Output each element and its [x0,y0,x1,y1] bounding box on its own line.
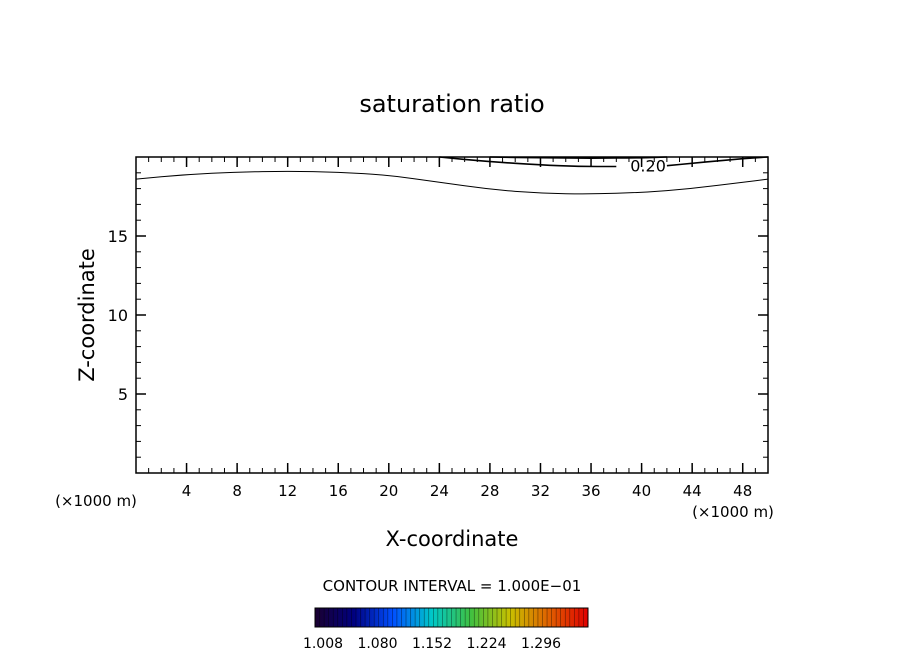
y-tick-label: 5 [118,385,128,404]
x-tick-label: 4 [182,482,192,500]
x-axis-label: X-coordinate [386,527,519,551]
x-unit-right: (×1000 m) [692,503,774,521]
major-ticks [136,157,768,473]
y-tick-label: 10 [108,306,128,325]
x-tick-label: 24 [430,482,449,500]
contour-line [489,156,667,159]
y-axis-label: Z-coordinate [75,248,99,382]
x-tick-label: 48 [733,482,752,500]
x-tick-label: 20 [379,482,398,500]
minor-ticks [136,157,768,473]
x-tick-label: 16 [329,482,348,500]
x-tick-label: 36 [581,482,600,500]
colorbar-label: 1.008 [303,636,343,652]
x-tick-label: 32 [531,482,550,500]
x-tick-label: 8 [232,482,242,500]
colorbar-label: 1.080 [357,636,397,652]
colorbar-label: 1.224 [466,636,506,652]
x-tick-label: 40 [632,482,651,500]
y-tick-label: 15 [108,227,128,246]
contour-interval-text: CONTOUR INTERVAL = 1.000E−01 [323,577,582,595]
contour-lines: 0.20 [135,156,769,195]
contour-line [135,170,769,195]
x-unit-left: (×1000 m) [55,492,137,510]
colorbar-labels: 1.008 1.080 1.152 1.224 1.296 [303,636,561,652]
x-tick-label: 44 [683,482,702,500]
colorbar-stripes [319,608,584,627]
contour-line [666,156,769,167]
colorbar: 1.008 1.080 1.152 1.224 1.296 [303,607,589,652]
colorbar-label: 1.296 [521,636,561,652]
plot-frame [135,156,769,474]
colorbar-label: 1.152 [412,636,452,652]
contour-label: 0.20 [630,157,666,176]
x-tick-label: 28 [480,482,499,500]
x-tick-label: 12 [278,482,297,500]
chart-title: saturation ratio [359,90,544,118]
contour-line [439,156,617,168]
